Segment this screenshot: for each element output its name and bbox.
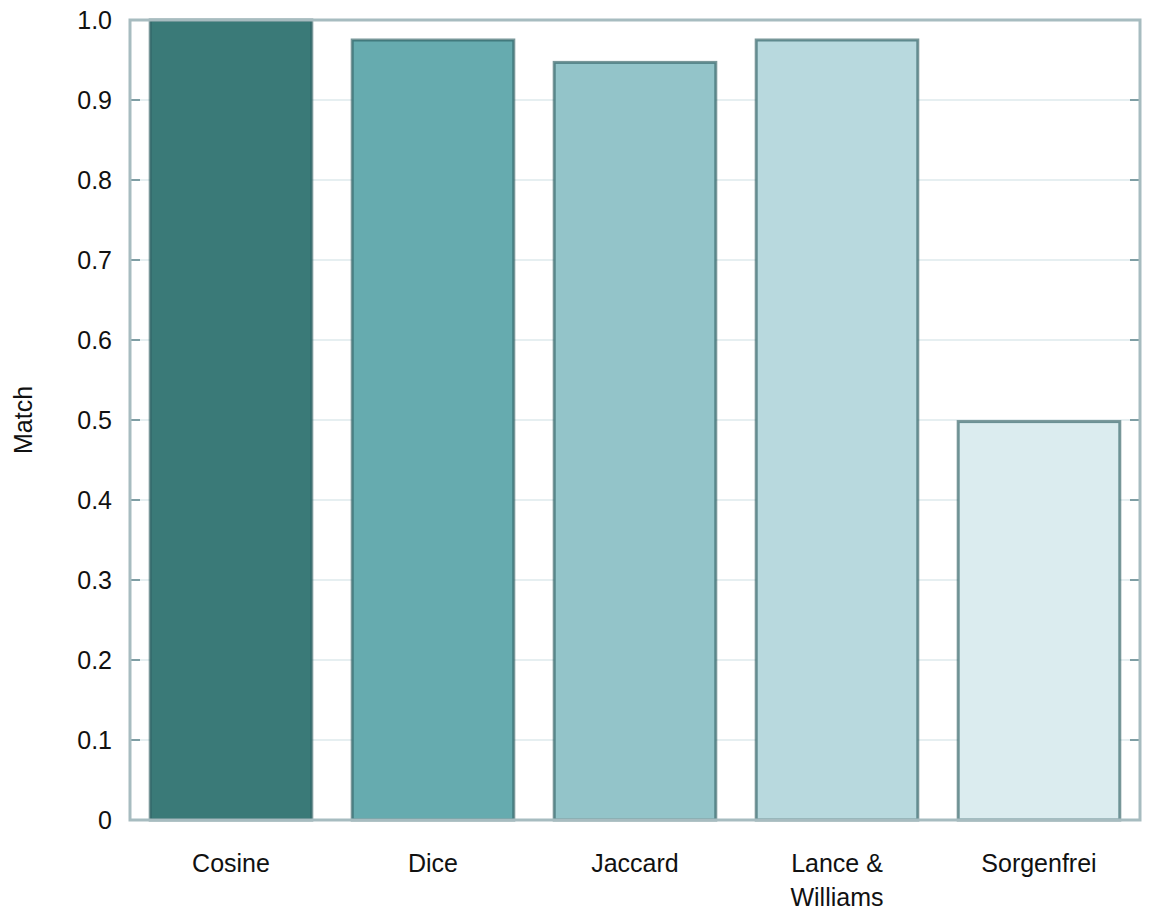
tick-label: 0.7 bbox=[77, 246, 112, 274]
chart: 0 0.1 0.2 0.3 0.4 0.5 0.6 0.7 0.8 0.9 1.0 Cosine Dic… bbox=[0, 0, 1150, 921]
category-label: Dice bbox=[408, 849, 458, 877]
bar bbox=[554, 62, 716, 820]
category-label: Cosine bbox=[192, 849, 270, 877]
tick-label: 0.5 bbox=[77, 406, 112, 434]
category-label: Sorgenfrei bbox=[981, 849, 1096, 877]
tick-label: 0 bbox=[98, 806, 112, 834]
tick-label: 0.3 bbox=[77, 566, 112, 594]
tick-label: 0.8 bbox=[77, 166, 112, 194]
tick-label: 0.4 bbox=[77, 486, 112, 514]
bar bbox=[352, 40, 514, 820]
bar bbox=[150, 20, 312, 820]
bar bbox=[756, 40, 918, 820]
tick-label: 0.6 bbox=[77, 326, 112, 354]
category-label: Lance &Williams bbox=[790, 849, 883, 911]
tick-label: 0.2 bbox=[77, 646, 112, 674]
category-label: Jaccard bbox=[591, 849, 679, 877]
tick-label: 0.9 bbox=[77, 86, 112, 114]
bar bbox=[958, 422, 1120, 820]
plot-frame bbox=[130, 20, 1140, 820]
tick-label: 1.0 bbox=[77, 6, 112, 34]
y-axis-label: Match bbox=[9, 386, 37, 454]
tick-label: 0.1 bbox=[77, 726, 112, 754]
